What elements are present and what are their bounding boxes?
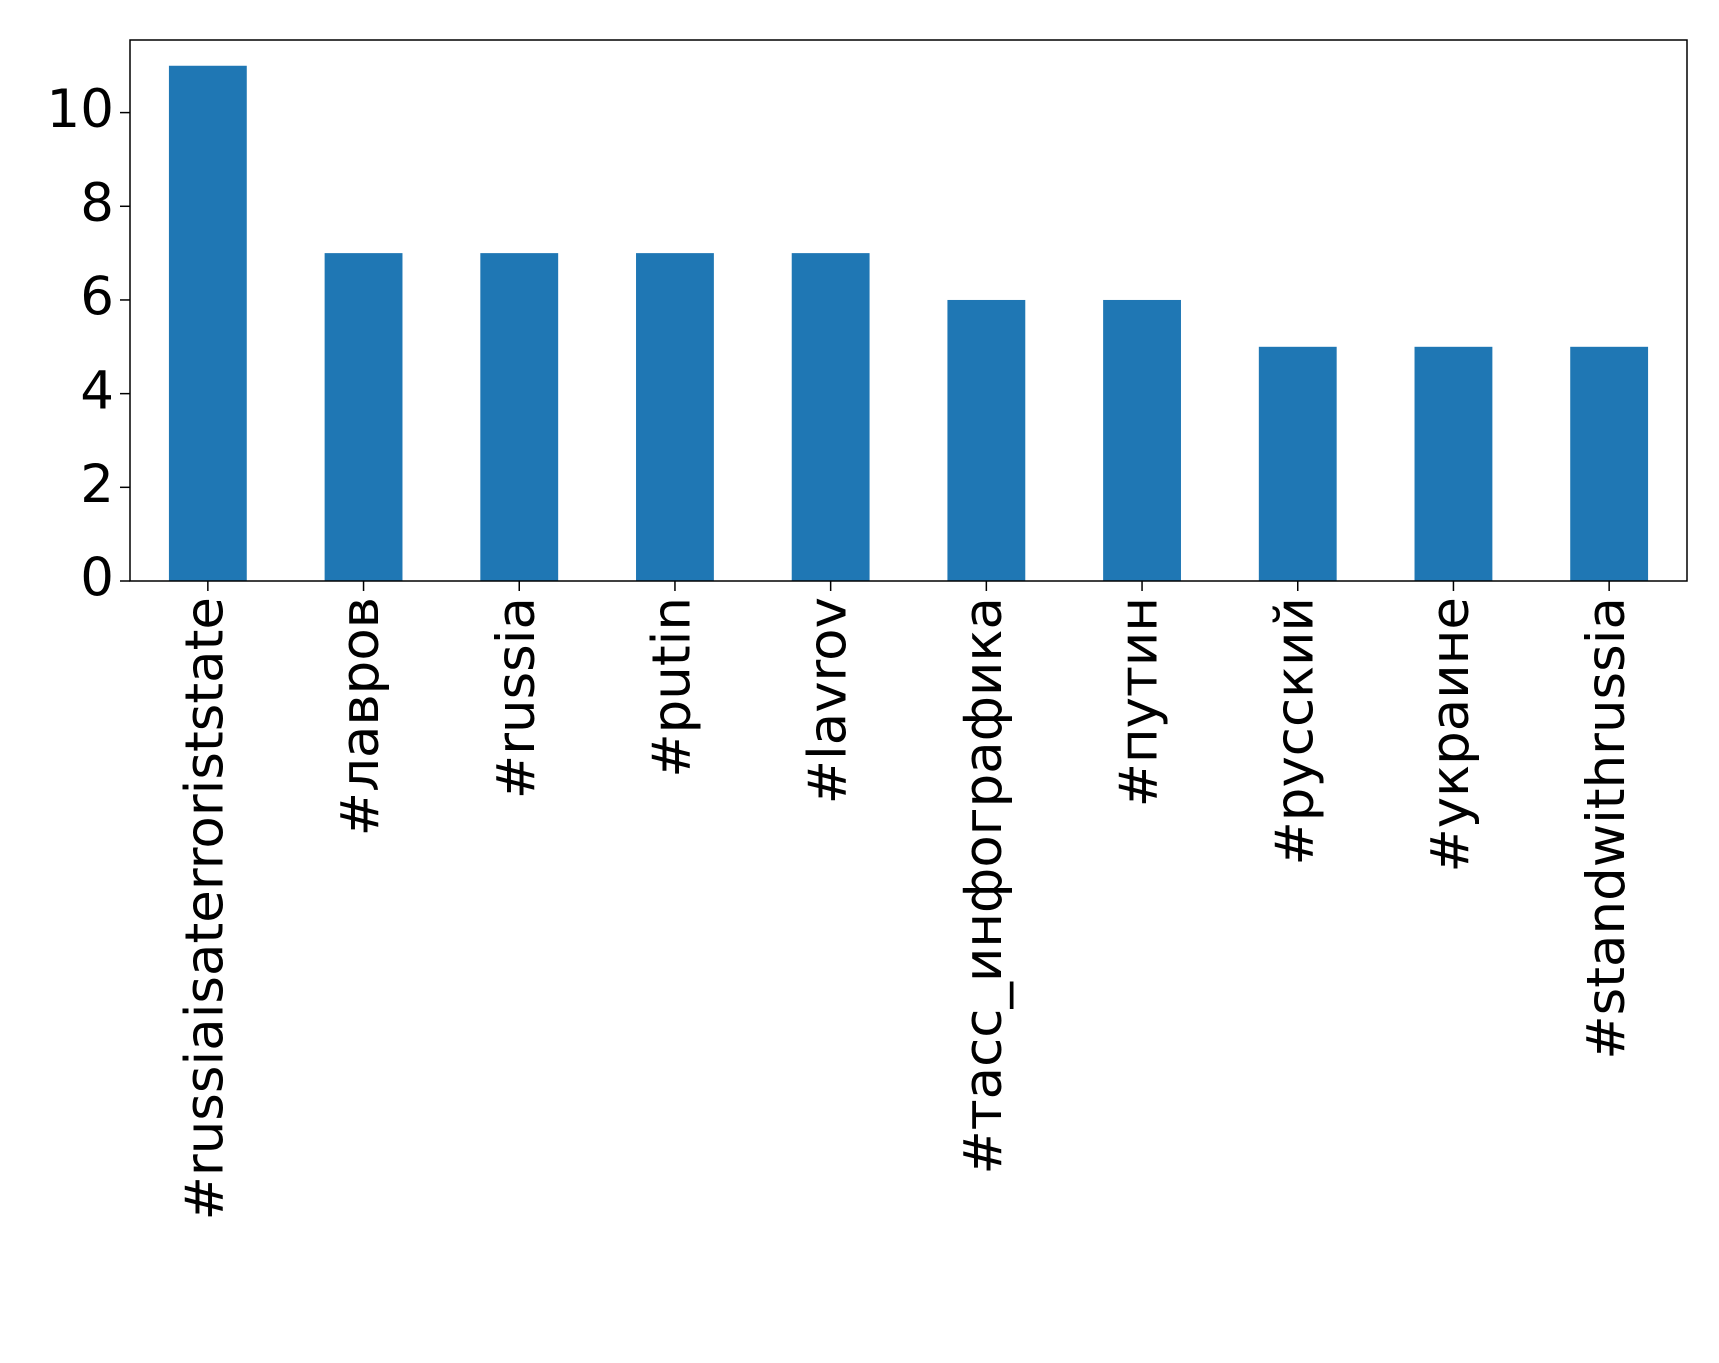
bar	[324, 253, 403, 581]
x-tick-label: #русский	[1264, 597, 1325, 866]
bar	[1570, 346, 1649, 581]
bar	[1103, 299, 1181, 581]
x-tick-label: #тасс_инфографика	[953, 597, 1014, 1175]
y-tick-label: 6	[80, 267, 114, 328]
x-tick-label: #russiaisaterroriststate	[174, 597, 235, 1221]
bar	[1414, 346, 1493, 581]
x-tick-label: #лавров	[330, 597, 391, 836]
x-tick-label: #путин	[1109, 597, 1170, 807]
bar	[168, 65, 247, 581]
y-tick-label: 4	[80, 360, 114, 421]
x-tick-label: #украине	[1420, 597, 1481, 873]
x-tick-label: #russia	[486, 597, 547, 799]
bar	[636, 253, 714, 581]
x-tick-label: #putin	[642, 597, 703, 778]
bar	[947, 299, 1026, 581]
y-tick-label: 8	[80, 173, 114, 234]
x-tick-label: #lavrov	[797, 597, 858, 804]
bar	[791, 253, 870, 581]
y-tick-label: 0	[80, 548, 114, 609]
y-tick-label: 2	[80, 454, 114, 515]
x-tick-label: #standwithrussia	[1576, 597, 1637, 1060]
bar	[480, 253, 559, 581]
plot-frame	[129, 39, 1688, 582]
y-tick-label: 10	[47, 79, 114, 140]
bar	[1258, 346, 1337, 581]
